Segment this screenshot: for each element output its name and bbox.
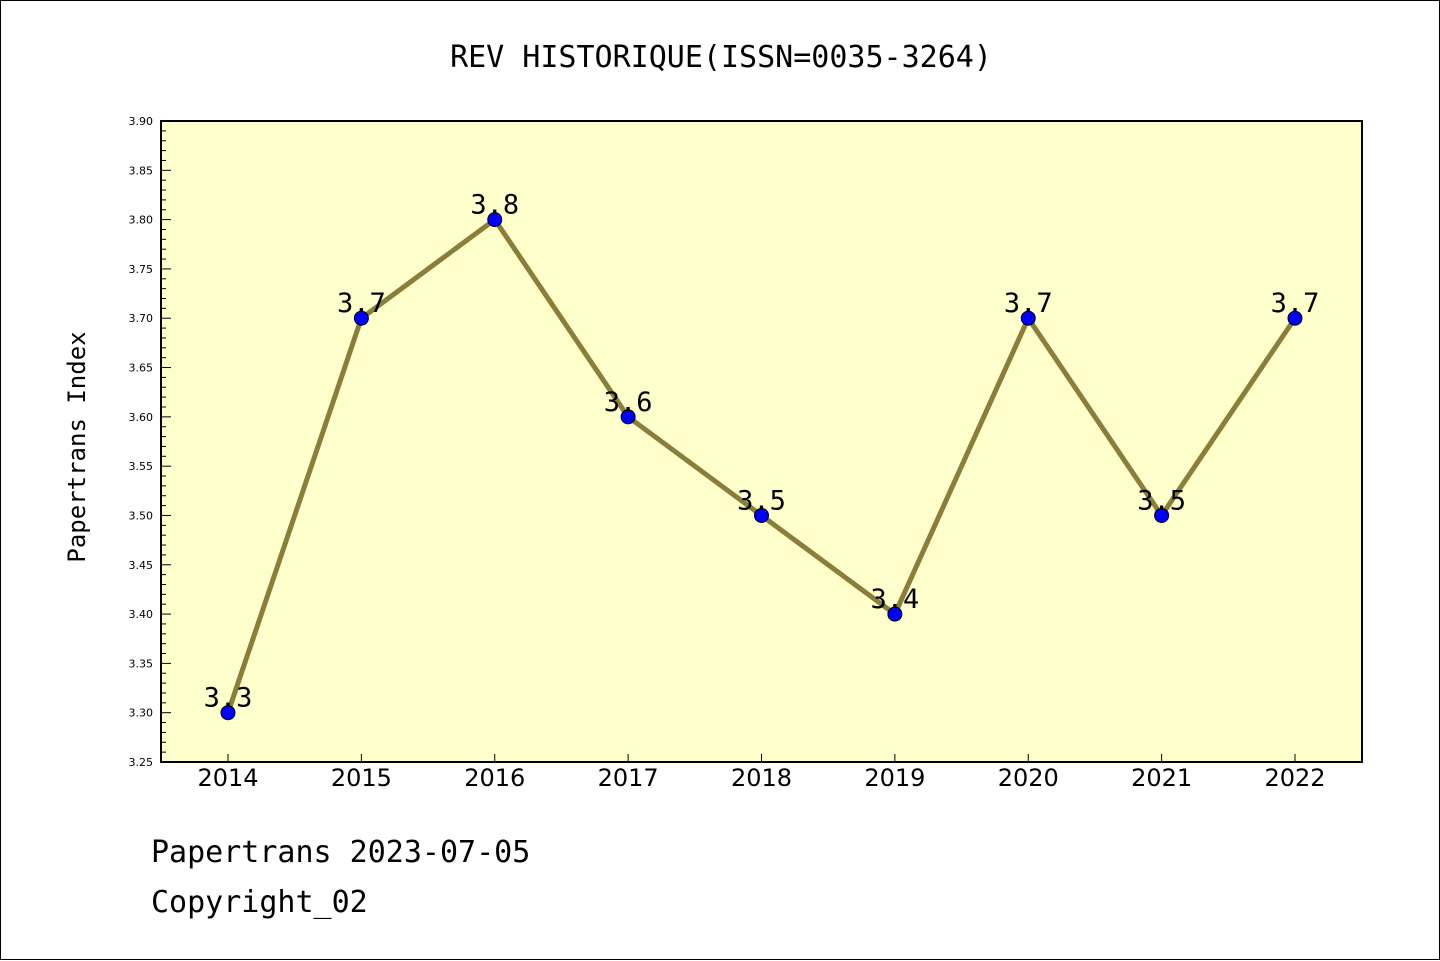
data-label: 3.8 [470,190,519,221]
axis-ticks: 3.25 3.30 3.35 3.40 3.45 3.50 3.55 3.60 3.65 3.70… [129,115,1326,792]
data-point [620,409,636,425]
x-tick-label: 2019 [864,764,925,792]
y-tick-label: 3.60 [129,411,154,424]
data-label: 3.6 [604,387,653,418]
data-point [220,705,236,721]
y-tick-label: 3.65 [129,362,154,375]
x-tick-label: 2014 [197,764,258,792]
y-tick-label: 3.25 [129,756,154,769]
x-tick-label: 2016 [464,764,525,792]
data-point [487,212,503,228]
data-point [1020,310,1036,326]
data-label: 3.5 [737,485,786,516]
x-tick-label: 2017 [598,764,659,792]
data-label: 3.3 [204,683,253,714]
data-label: 3.4 [870,584,919,615]
data-label: 3.7 [1271,288,1320,319]
plot-area [160,120,1363,763]
y-tick-label: 3.90 [129,115,154,128]
y-tick-label: 3.30 [129,707,154,720]
x-tick-label: 2018 [731,764,792,792]
x-tick-label: 2022 [1264,764,1325,792]
footer-copyright: Copyright_02 [151,885,368,920]
data-point [754,507,769,523]
data-label: 3.7 [337,288,386,319]
footer-source: Papertrans 2023-07-05 [151,835,531,870]
y-tick-label: 3.70 [129,312,154,325]
data-point [1154,507,1170,523]
data-point [353,310,369,326]
x-tick-label: 2020 [998,764,1059,792]
data-label: 3.5 [1137,485,1186,516]
x-tick-label: 2021 [1131,764,1192,792]
y-tick-label: 3.55 [129,460,154,473]
y-tick-label: 3.85 [129,164,154,177]
x-tick-label: 2015 [331,764,392,792]
y-axis-label: Papertrans Index [63,331,91,562]
data-points [220,212,1303,721]
data-label: 3.7 [1004,288,1053,319]
y-tick-label: 3.75 [129,263,154,276]
y-tick-label: 3.35 [129,657,154,670]
data-point [887,606,903,622]
y-tick-label: 3.50 [129,509,154,522]
chart-title: REV HISTORIQUE(ISSN=0035-3264) [450,40,992,75]
data-labels: 3.3 3.7 3.8 3.6 3.5 3.4 3.7 3.5 3.7 [204,190,1320,714]
y-tick-label: 3.80 [129,214,154,227]
y-tick-label: 3.40 [129,608,154,621]
y-tick-label: 3.45 [129,559,154,572]
data-point [1287,310,1303,326]
